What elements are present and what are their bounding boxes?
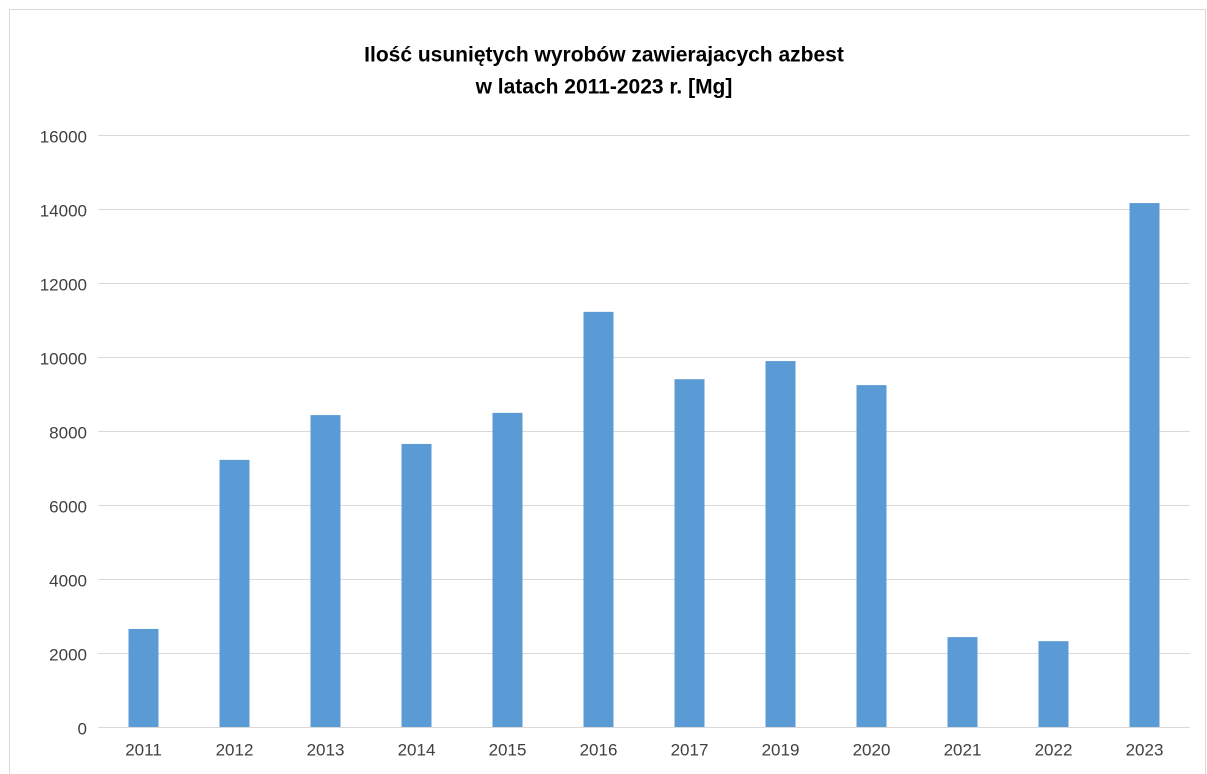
y-tick-label: 16000 (40, 127, 87, 146)
y-tick-label: 4000 (49, 571, 87, 590)
bar (1129, 203, 1160, 727)
bar (310, 415, 341, 727)
x-tick-label: 2023 (1126, 740, 1164, 759)
y-tick-label: 0 (78, 719, 87, 738)
bar (219, 459, 250, 727)
y-tick-label: 2000 (49, 645, 87, 664)
x-tick-label: 2019 (762, 740, 800, 759)
y-tick-label: 6000 (49, 497, 87, 516)
x-tick-label: 2017 (671, 740, 709, 759)
x-tick-label: 2013 (307, 740, 345, 759)
x-tick-label: 2016 (580, 740, 618, 759)
y-tick-label: 10000 (40, 349, 87, 368)
x-tick-label: 2022 (1035, 740, 1073, 759)
y-tick-label: 8000 (49, 423, 87, 442)
chart-title: w latach 2011-2023 r. [Mg] (475, 76, 733, 99)
x-tick-label: 2014 (398, 740, 436, 759)
bar (492, 412, 523, 727)
bar (583, 311, 614, 727)
bar (765, 361, 796, 727)
bar (128, 628, 159, 727)
bar (401, 443, 432, 727)
x-tick-label: 2015 (489, 740, 527, 759)
bar (856, 385, 887, 727)
bar (947, 637, 978, 727)
bar (674, 379, 705, 727)
x-tick-label: 2021 (944, 740, 982, 759)
bar (1038, 641, 1069, 727)
x-tick-label: 2012 (216, 740, 254, 759)
y-tick-label: 12000 (40, 275, 87, 294)
x-tick-label: 2011 (125, 740, 162, 759)
x-tick-label: 2020 (853, 740, 891, 759)
y-tick-label: 14000 (40, 201, 87, 220)
chart-title: Ilość usuniętych wyrobów zawierajacych a… (364, 44, 844, 67)
